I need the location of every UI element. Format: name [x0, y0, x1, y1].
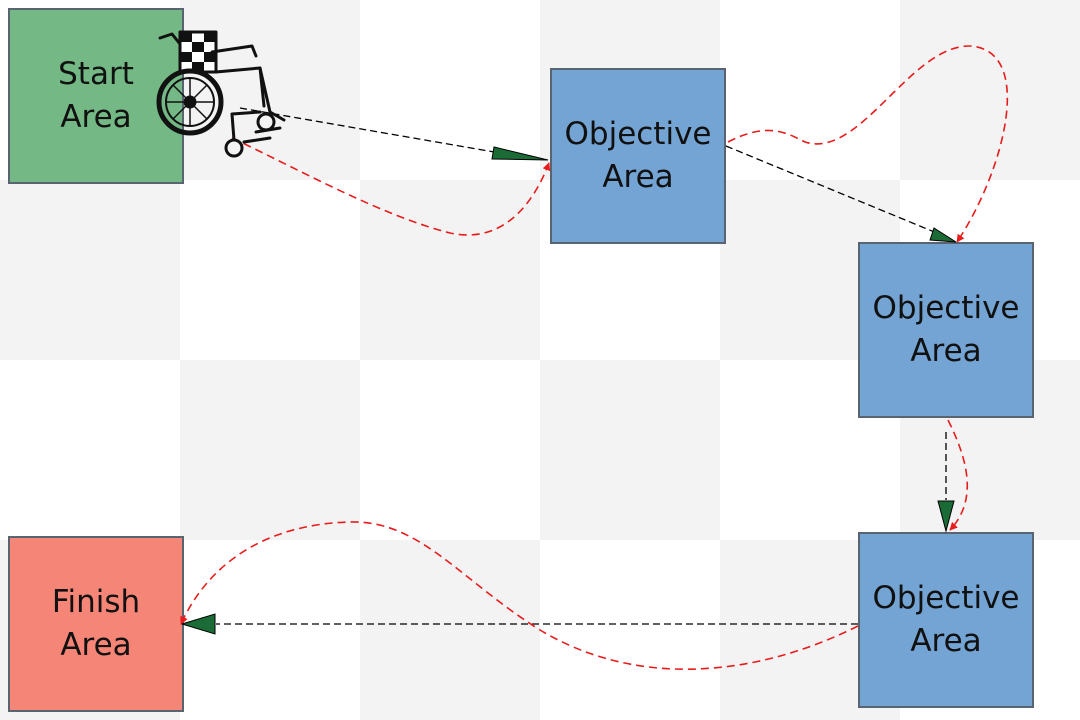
floor-tile: [900, 0, 1080, 180]
arrowhead-objective-1-to-objective-2: [929, 227, 957, 243]
objective-area-1-label-line2: Area: [602, 159, 674, 195]
floor-tile: [720, 0, 900, 180]
actual-path-objective-2-to-objective-3: [947, 419, 969, 531]
floor-tile: [360, 540, 540, 720]
floor-tile: [360, 360, 540, 540]
start-area: Start Area: [8, 8, 184, 184]
objective-area-1-label-line1: Objective: [564, 116, 712, 152]
start-area-label-line2: Area: [60, 99, 132, 135]
floor-tile: [180, 180, 360, 360]
arrowhead-objective-3-to-finish: [180, 613, 216, 635]
wheelchair-icon: [156, 30, 286, 158]
actual-path-objective-3-to-finish: [180, 521, 859, 670]
objective-area-3-label-line2: Area: [910, 623, 982, 659]
floor-tile: [360, 180, 540, 360]
objective-area-3-label-line1: Objective: [872, 580, 1020, 616]
floor-tile: [360, 0, 540, 180]
start-area-label-line1: Start: [58, 56, 134, 92]
floor-tile: [540, 360, 720, 540]
objective-area-3: Objective Area: [858, 532, 1034, 708]
actual-path-objective-1-to-objective-2: [727, 45, 1009, 243]
objective-area-2: Objective Area: [858, 242, 1034, 418]
floor-tile: [180, 360, 360, 540]
direct-path-objective-1-to-objective-2: [725, 145, 945, 237]
floor-tile: [540, 540, 720, 720]
floor-tile: [0, 360, 180, 540]
floor-tile: [0, 180, 180, 360]
objective-area-2-label-line1: Objective: [872, 290, 1020, 326]
arrowhead-objective-2-to-objective-3: [937, 500, 955, 533]
arrowhead-start-to-objective-1: [491, 146, 549, 161]
finish-area-label-line2: Area: [60, 627, 132, 663]
finish-area-label-line1: Finish: [51, 584, 141, 620]
finish-area: Finish Area: [8, 536, 184, 712]
objective-area-1: Objective Area: [550, 68, 726, 244]
actual-path-start-to-objective-1: [231, 137, 551, 236]
objective-area-2-label-line2: Area: [910, 333, 982, 369]
